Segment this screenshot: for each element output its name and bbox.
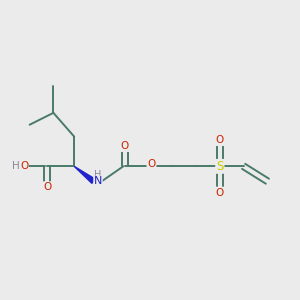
Text: H: H bbox=[94, 170, 102, 180]
Text: O: O bbox=[43, 182, 52, 192]
Text: N: N bbox=[94, 176, 102, 186]
Text: S: S bbox=[216, 160, 224, 173]
Text: O: O bbox=[121, 141, 129, 151]
Text: O: O bbox=[147, 159, 156, 169]
Text: O: O bbox=[20, 161, 28, 171]
Text: O: O bbox=[216, 188, 224, 197]
Text: O: O bbox=[216, 135, 224, 145]
Polygon shape bbox=[74, 166, 95, 183]
Text: H: H bbox=[12, 161, 20, 171]
